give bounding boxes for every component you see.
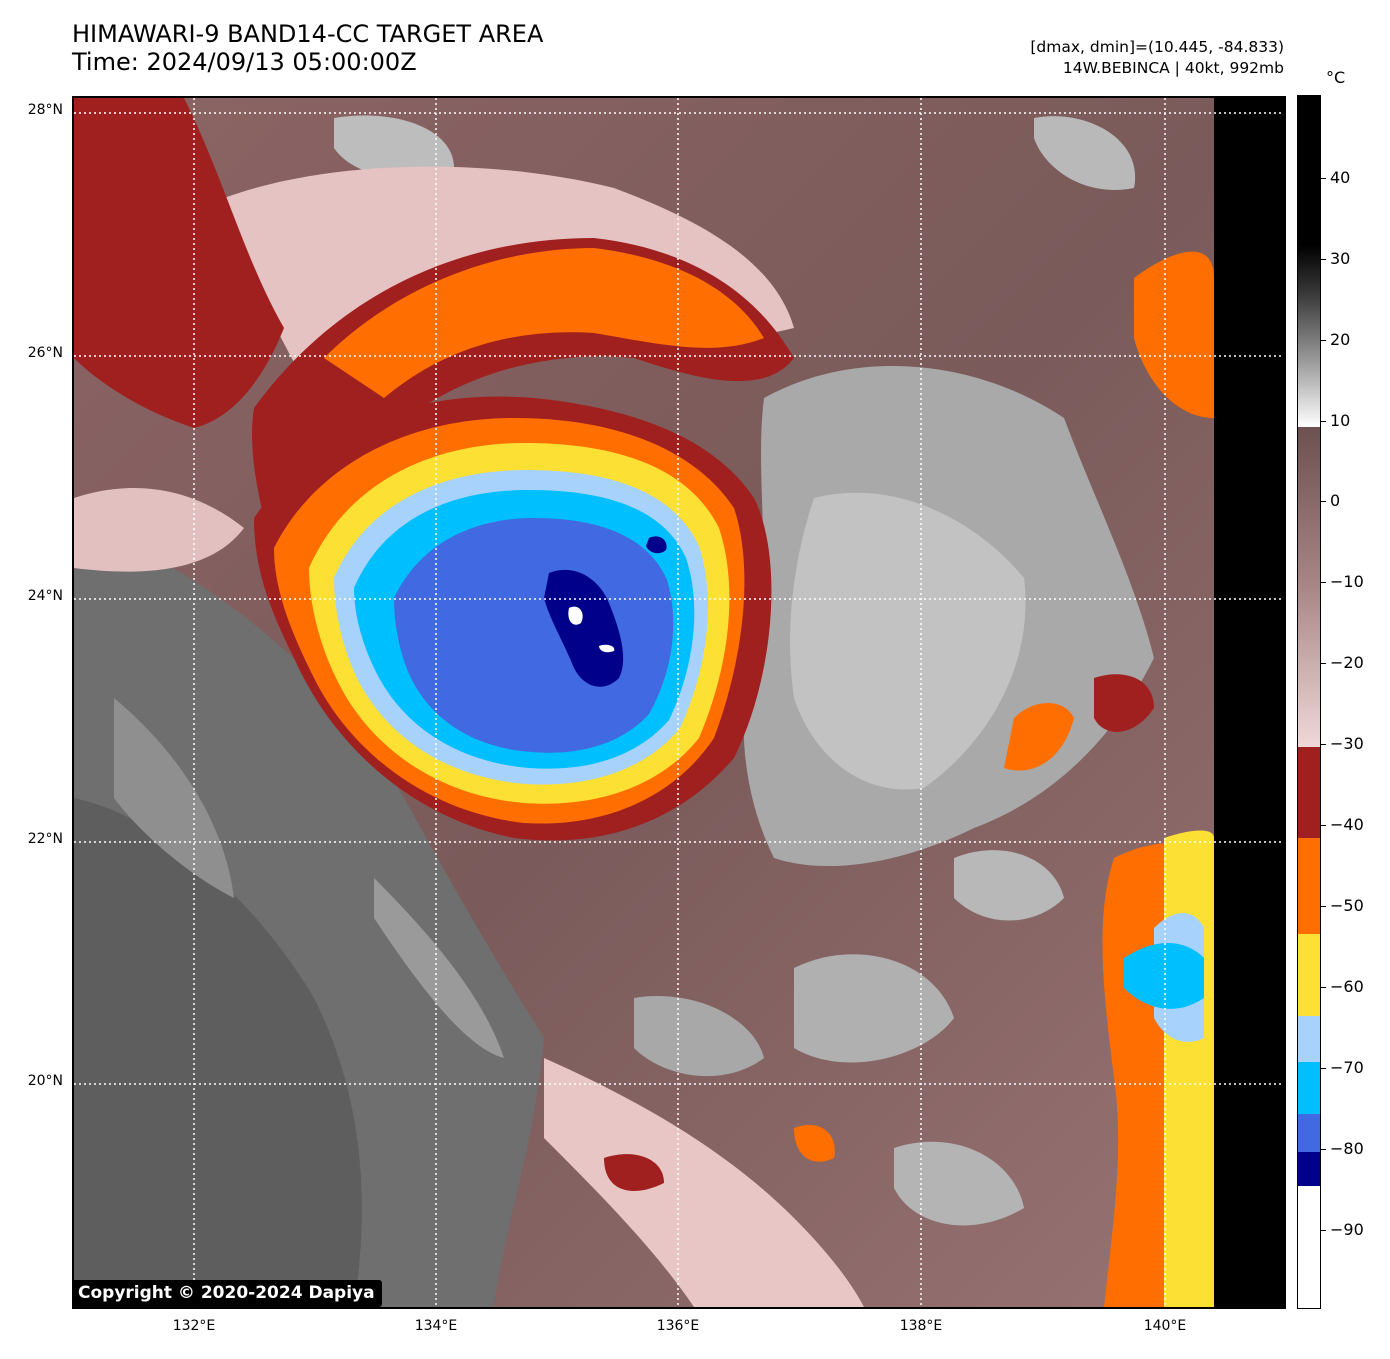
colorbar-segment-cyan	[1298, 1062, 1320, 1114]
lat-label-26n: 26°N	[27, 345, 63, 361]
data-range-text: [dmax, dmin]=(10.445, -84.833)	[1030, 38, 1284, 56]
cloud-patch	[894, 1141, 1024, 1226]
colorbar-tickmark	[1321, 987, 1326, 988]
colorbar-tickmark	[1321, 582, 1326, 583]
copyright-badge: Copyright © 2020-2024 Dapiya	[72, 1280, 382, 1307]
colorbar-tickmark	[1321, 744, 1326, 745]
colorbar-tick-label: −60	[1330, 977, 1364, 996]
navy-spot	[646, 536, 667, 554]
colorbar-tick-label: −50	[1330, 896, 1364, 915]
clear-sky-dark	[74, 798, 362, 1307]
colorbar-unit: °C	[1326, 68, 1346, 87]
colorbar-tick-label: −30	[1330, 734, 1364, 753]
info-block: [dmax, dmin]=(10.445, -84.833) 14W.BEBIN…	[1030, 37, 1284, 79]
colorbar-tickmark	[1321, 663, 1326, 664]
colorbar-tick-label: 20	[1330, 330, 1351, 349]
colorbar-tickmark	[1321, 178, 1326, 179]
gray-cloud-core	[790, 492, 1026, 790]
colorbar-tickmark	[1321, 1068, 1326, 1069]
east-cell-cyan	[1124, 943, 1204, 1009]
convective-cell	[794, 1124, 835, 1162]
lat-label-22n: 22°N	[27, 831, 63, 847]
satellite-imagery	[74, 98, 1284, 1307]
coldest-white-spot	[599, 644, 615, 653]
lat-label-24n: 24°N	[27, 588, 63, 604]
convective-cell	[604, 1154, 664, 1191]
colorbar-tick-label: −20	[1330, 653, 1364, 672]
cloud-patch	[334, 115, 454, 179]
cold-cloud-dark-red	[74, 98, 284, 428]
colorbar-tick-label: −10	[1330, 572, 1364, 591]
convective-cell	[1094, 674, 1154, 732]
colorbar-tickmark	[1321, 421, 1326, 422]
colorbar-segment-white	[1298, 1186, 1320, 1308]
lower-band-pink	[544, 1058, 864, 1307]
colorbar-segment-royal-blue	[1298, 1114, 1320, 1152]
left-band-pink	[74, 488, 244, 572]
colorbar-segment-orange	[1298, 838, 1320, 934]
colorbar-tickmark	[1321, 340, 1326, 341]
colorbar-tick-label: 40	[1330, 168, 1351, 187]
cloud-patch	[794, 954, 954, 1063]
cloud-streak	[374, 878, 504, 1058]
colorbar-tick-label: 30	[1330, 249, 1351, 268]
colorbar-tick-label: −70	[1330, 1058, 1364, 1077]
colorbar	[1297, 95, 1321, 1309]
chart-title: HIMAWARI-9 BAND14-CC TARGET AREA Time: 2…	[72, 20, 543, 76]
east-cell-orange	[1134, 251, 1214, 418]
title-line-2: Time: 2024/09/13 05:00:00Z	[72, 48, 417, 76]
convective-cell	[1004, 703, 1074, 771]
colorbar-tickmark	[1321, 1149, 1326, 1150]
colorbar-segment-brown-pink	[1298, 427, 1320, 747]
colorbar-tickmark	[1321, 825, 1326, 826]
band-orange	[324, 248, 764, 398]
lon-label-134e: 134°E	[414, 1318, 458, 1334]
colorbar-tickmark	[1321, 501, 1326, 502]
colorbar-segment-dark-red	[1298, 747, 1320, 838]
lon-label-138e: 138°E	[899, 1318, 943, 1334]
cdo-royal-blue	[394, 518, 674, 753]
colorbar-segment-grayscale	[1298, 96, 1320, 427]
lat-label-28n: 28°N	[27, 102, 63, 118]
lon-label-132e: 132°E	[172, 1318, 216, 1334]
colorbar-tickmark	[1321, 1230, 1326, 1231]
no-data-band	[1214, 98, 1284, 1307]
colorbar-tickmark	[1321, 906, 1326, 907]
lat-label-20n: 20°N	[27, 1073, 63, 1089]
colorbar-tick-label: −40	[1330, 815, 1364, 834]
colorbar-segment-yellow	[1298, 934, 1320, 1016]
colorbar-tick-label: −90	[1330, 1220, 1364, 1239]
colorbar-segment-light-blue	[1298, 1016, 1320, 1062]
lon-label-136e: 136°E	[656, 1318, 700, 1334]
storm-info-text: 14W.BEBINCA | 40kt, 992mb	[1062, 59, 1284, 77]
colorbar-tick-label: 0	[1330, 491, 1341, 510]
cloud-patch	[954, 850, 1064, 921]
title-line-1: HIMAWARI-9 BAND14-CC TARGET AREA	[72, 20, 544, 48]
cdo-navy-core	[544, 569, 624, 687]
east-band-yellow	[1164, 830, 1214, 1307]
colorbar-tick-label: 10	[1330, 411, 1351, 430]
graticule	[74, 98, 1284, 1307]
coldest-white-spot	[568, 606, 583, 625]
cloud-patch	[1034, 116, 1136, 190]
cloud-patch	[634, 996, 764, 1077]
colorbar-tickmark	[1321, 259, 1326, 260]
satellite-map	[72, 96, 1286, 1309]
cloud-streak	[114, 698, 234, 898]
lon-label-140e: 140°E	[1143, 1318, 1187, 1334]
colorbar-segment-navy	[1298, 1152, 1320, 1186]
colorbar-tick-label: −80	[1330, 1139, 1364, 1158]
